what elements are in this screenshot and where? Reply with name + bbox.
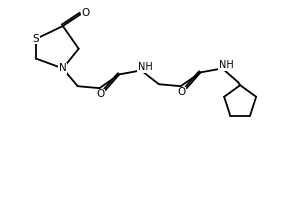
Text: O: O (82, 8, 90, 18)
Text: O: O (96, 89, 105, 99)
Text: O: O (178, 87, 186, 97)
Text: NH: NH (219, 60, 234, 70)
Text: N: N (59, 63, 67, 73)
Text: NH: NH (138, 62, 152, 72)
Text: S: S (33, 34, 39, 44)
